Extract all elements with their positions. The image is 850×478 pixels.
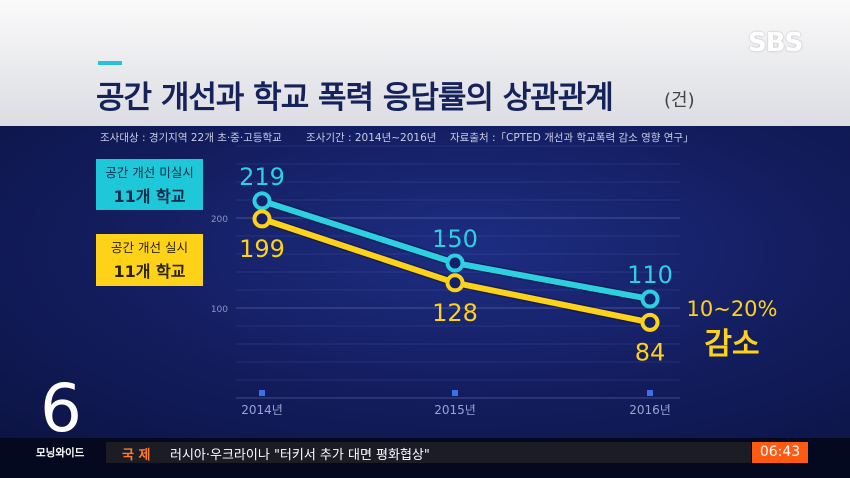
- x-tick-label: 2015년: [434, 403, 476, 417]
- chart-title: 공간 개선과 학교 폭력 응답률의 상관관계: [96, 80, 614, 116]
- legend-improvement: 공간 개선 실시 11개 학교: [96, 234, 203, 286]
- news-category: 국 제: [122, 448, 151, 463]
- x-tick-marker: [452, 390, 458, 396]
- y-tick-label: 100: [211, 305, 228, 315]
- x-tick-marker: [259, 390, 265, 396]
- x-tick-label: 2014년: [241, 403, 283, 417]
- ticker-strip: [106, 442, 751, 463]
- legend-no-improvement-label: 공간 개선 미실시: [105, 165, 194, 180]
- data-point: [252, 209, 272, 229]
- data-point: [252, 191, 272, 211]
- accent-bar: [98, 61, 122, 65]
- survey-period: 조사기간 : 2014년~2016년: [306, 132, 437, 144]
- channel-number: 6: [40, 370, 82, 447]
- data-point: [445, 253, 465, 273]
- y-tick-label: 200: [211, 215, 228, 225]
- title-header: [0, 0, 850, 126]
- show-name: 모닝와이드: [36, 447, 85, 459]
- data-point: [640, 312, 660, 332]
- sbs-logo: SBS: [748, 28, 803, 58]
- annotation-percent: 10~20%: [687, 297, 778, 321]
- data-point: [445, 273, 465, 293]
- legend-improvement-count: 11개 학교: [113, 262, 186, 281]
- legend-no-improvement-count: 11개 학교: [113, 187, 186, 206]
- survey-subjects: 조사대상 : 경기지역 22개 초·중·고등학교: [100, 132, 282, 144]
- news-headline: 러시아·우크라이나 "터키서 추가 대면 평화협상": [170, 448, 430, 463]
- legend-no-improvement: 공간 개선 미실시 11개 학교: [96, 159, 203, 210]
- data-label: 150: [432, 225, 478, 253]
- data-label: 84: [635, 338, 666, 366]
- data-point: [640, 289, 660, 309]
- data-label: 219: [239, 163, 285, 191]
- data-source: 자료출처 :「CPTED 개선과 학교폭력 감소 영향 연구」: [450, 132, 694, 144]
- annotation-decrease: 감소: [704, 327, 759, 362]
- data-label: 128: [432, 299, 478, 327]
- data-label: 199: [239, 235, 285, 263]
- unit-label: (건): [664, 90, 695, 111]
- x-tick-label: 2016년: [629, 403, 671, 417]
- data-label: 110: [627, 261, 673, 289]
- x-tick-marker: [647, 390, 653, 396]
- clock: 06:43: [752, 442, 808, 463]
- legend-improvement-label: 공간 개선 실시: [111, 240, 188, 255]
